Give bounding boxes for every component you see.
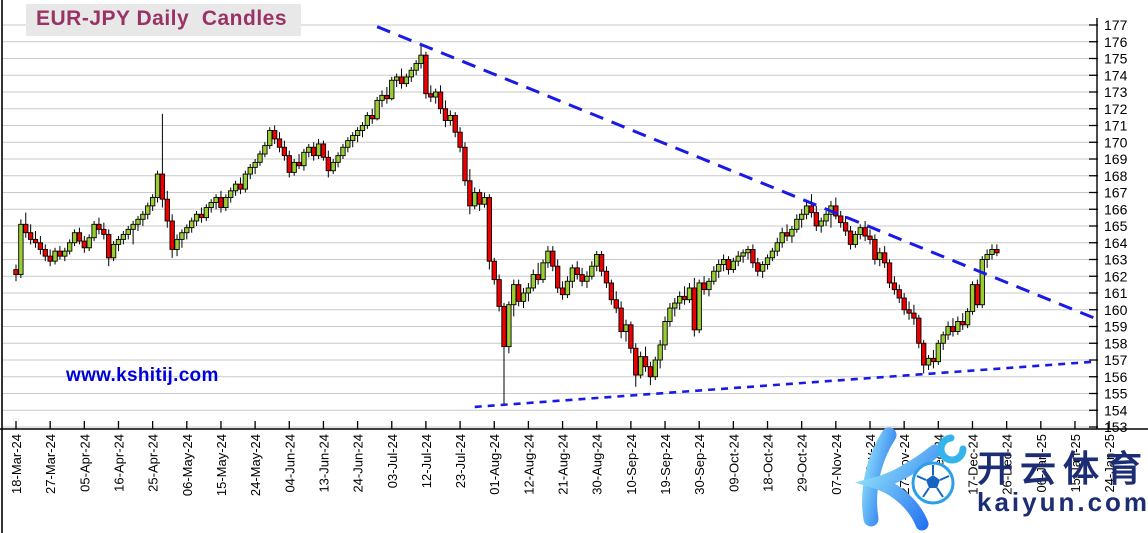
kaiyun-k-logo-icon [855, 427, 967, 531]
kshitij-watermark: www.kshitij.com [66, 365, 219, 386]
svg-text:168: 168 [1104, 168, 1128, 184]
soccer-ball-icon [911, 461, 955, 505]
svg-text:24-Jan-25: 24-Jan-25 [1102, 434, 1117, 493]
svg-text:170: 170 [1104, 134, 1128, 150]
svg-text:30-Aug-24: 30-Aug-24 [590, 434, 605, 495]
svg-text:17-Dec-24: 17-Dec-24 [965, 434, 980, 495]
svg-text:173: 173 [1104, 84, 1128, 100]
svg-text:23-Jul-24: 23-Jul-24 [453, 434, 468, 488]
svg-text:12-Aug-24: 12-Aug-24 [521, 434, 536, 495]
svg-text:175: 175 [1104, 51, 1128, 67]
svg-text:25-Apr-24: 25-Apr-24 [146, 434, 161, 492]
svg-text:171: 171 [1104, 118, 1128, 134]
svg-text:26-Dec-24: 26-Dec-24 [1000, 434, 1015, 495]
svg-text:158: 158 [1104, 335, 1128, 351]
svg-text:29-Oct-24: 29-Oct-24 [795, 434, 810, 492]
svg-text:15-May-24: 15-May-24 [214, 434, 229, 496]
svg-text:159: 159 [1104, 319, 1128, 335]
svg-text:15-Jan-25: 15-Jan-25 [1068, 434, 1083, 493]
kaiyun-watermark: 开云体育 kaiyun.com [855, 427, 1148, 531]
svg-text:161: 161 [1104, 285, 1128, 301]
svg-text:163: 163 [1104, 252, 1128, 268]
svg-text:18-Mar-24: 18-Mar-24 [9, 434, 24, 494]
kaiyun-cn-text: 开云体育 [977, 448, 1148, 489]
svg-text:27-Mar-24: 27-Mar-24 [43, 434, 58, 494]
svg-text:19-Sep-24: 19-Sep-24 [658, 434, 673, 495]
candles [13, 43, 1000, 404]
svg-text:153: 153 [1104, 419, 1128, 435]
svg-text:12-Jul-24: 12-Jul-24 [419, 434, 434, 488]
svg-text:162: 162 [1104, 268, 1128, 284]
svg-text:30-Sep-24: 30-Sep-24 [692, 434, 707, 495]
svg-text:164: 164 [1104, 235, 1128, 251]
svg-text:04-Jun-24: 04-Jun-24 [282, 434, 297, 493]
svg-text:177: 177 [1104, 17, 1128, 33]
svg-text:03-Jul-24: 03-Jul-24 [385, 434, 400, 488]
chart-title: EUR-JPY Daily Candles [26, 4, 302, 36]
svg-text:07-Nov-24: 07-Nov-24 [829, 434, 844, 495]
svg-text:160: 160 [1104, 302, 1128, 318]
svg-text:155: 155 [1104, 386, 1128, 402]
kaiyun-domain-text: kaiyun.com [977, 487, 1148, 517]
svg-text:24-May-24: 24-May-24 [248, 434, 263, 496]
ascending-support-trendline [474, 360, 1095, 409]
y-axis-labels: 1531541551561571581591601611621631641651… [1089, 17, 1128, 435]
svg-text:174: 174 [1104, 67, 1128, 83]
svg-text:05-Apr-24: 05-Apr-24 [77, 434, 92, 492]
svg-text:169: 169 [1104, 151, 1128, 167]
svg-text:10-Sep-24: 10-Sep-24 [624, 434, 639, 495]
svg-text:165: 165 [1104, 218, 1128, 234]
svg-text:09-Oct-24: 09-Oct-24 [726, 434, 741, 492]
svg-text:13-Jun-24: 13-Jun-24 [316, 434, 331, 493]
svg-text:166: 166 [1104, 201, 1128, 217]
svg-text:21-Aug-24: 21-Aug-24 [556, 434, 571, 495]
svg-text:167: 167 [1104, 185, 1128, 201]
svg-text:06-May-24: 06-May-24 [180, 434, 195, 496]
svg-text:06-Jan-25: 06-Jan-25 [1034, 434, 1049, 493]
svg-text:157: 157 [1104, 352, 1128, 368]
svg-text:172: 172 [1104, 101, 1128, 117]
svg-text:156: 156 [1104, 369, 1128, 385]
descending-resistance-trendline [376, 25, 1096, 320]
svg-text:18-Oct-24: 18-Oct-24 [761, 434, 776, 492]
svg-text:01-Aug-24: 01-Aug-24 [487, 434, 502, 495]
svg-text:176: 176 [1104, 34, 1128, 50]
svg-text:154: 154 [1104, 402, 1128, 418]
svg-text:24-Jun-24: 24-Jun-24 [351, 434, 366, 493]
gridlines [3, 24, 1097, 428]
svg-text:16-Apr-24: 16-Apr-24 [111, 434, 126, 492]
